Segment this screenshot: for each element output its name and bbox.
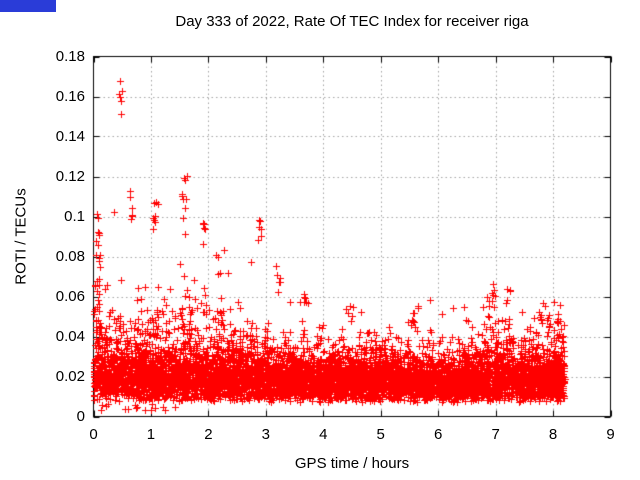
x-tick-label: 1 [146,426,156,443]
x-tick-label: 2 [204,426,213,443]
y-tick-label: 0.08 [55,248,85,265]
y-tick-label: 0.02 [55,368,85,385]
y-tick-label: 0 [76,408,85,425]
x-tick-label: 0 [89,426,98,443]
y-tick-label: 0.06 [55,288,85,305]
x-tick-label: 5 [376,426,385,443]
y-tick-label: 0.12 [55,168,85,185]
chart-title: Day 333 of 2022, Rate Of TEC Index for r… [175,13,529,30]
x-tick-label: 9 [606,426,615,443]
x-tick-label: 6 [433,426,443,443]
y-tick-label: 0.04 [55,328,85,345]
y-axis-label: ROTI / TECUs [12,188,30,285]
y-tick-label: 0.16 [55,88,85,105]
y-tick-label: 0.1 [64,208,85,225]
x-tick-label: 4 [319,426,328,443]
y-tick-label: 0.14 [55,128,85,145]
x-tick-label: 8 [548,426,558,443]
x-tick-label: 7 [491,426,500,443]
x-tick-label: 3 [261,426,270,443]
x-axis-label: GPS time / hours [294,455,410,472]
y-tick-label: 0.18 [55,48,85,65]
